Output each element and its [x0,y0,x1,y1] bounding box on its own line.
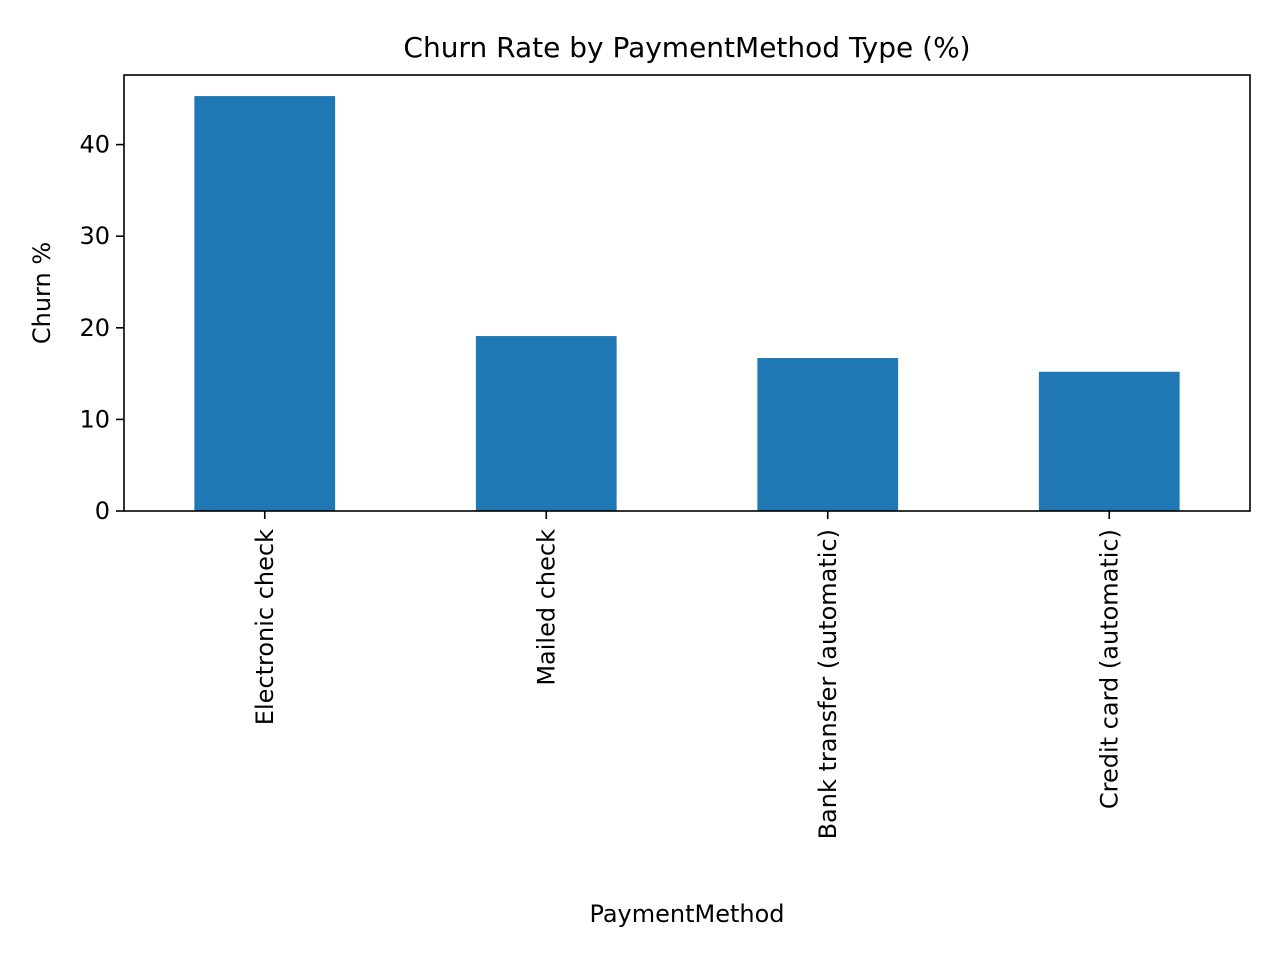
y-tick-label: 10 [79,405,110,433]
y-tick-label: 30 [79,222,110,250]
plot-frame [123,74,1251,512]
y-tick-label: 20 [79,314,110,342]
x-tick-label: Mailed check [532,529,560,686]
chart-title: Churn Rate by PaymentMethod Type (%) [403,31,970,64]
bar [757,358,899,511]
bar [194,96,336,511]
y-tick-label: 0 [95,497,110,525]
y-axis-label: Churn % [28,242,56,344]
bar [1038,371,1180,511]
x-tick-label: Electronic check [251,529,279,725]
x-tick-label: Bank transfer (automatic) [814,529,842,839]
x-tick-label: Credit card (automatic) [1095,529,1123,809]
x-axis-label: PaymentMethod [589,900,784,928]
bar [475,336,617,511]
x-axis-ticks: Electronic check Mailed check Bank transfe… [251,511,1123,839]
bar-group [194,96,1180,511]
y-tick-label: 40 [79,131,110,159]
y-axis-ticks: 0 10 20 30 40 [79,131,124,525]
